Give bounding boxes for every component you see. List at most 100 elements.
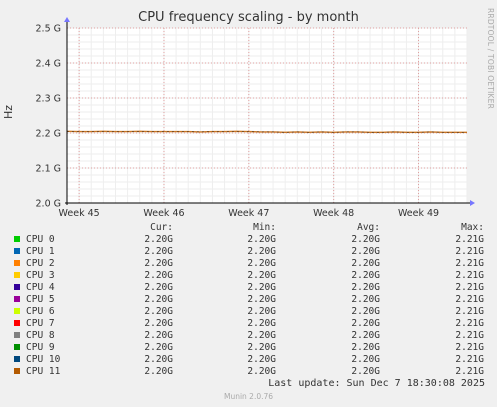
legend-min: 2.20G <box>247 366 276 377</box>
legend-cur: 2.20G <box>144 270 173 281</box>
legend-header-avg: Avg: <box>357 222 380 233</box>
legend-min: 2.20G <box>247 246 276 257</box>
legend-max: 2.21G <box>455 294 484 305</box>
legend-row: CPU 7 2.20G 2.20G 2.20G 2.21G <box>0 318 497 330</box>
y-axis-arrow <box>64 17 70 22</box>
plot-background <box>67 28 467 203</box>
legend-swatch <box>14 332 20 338</box>
legend-row: CPU 3 2.20G 2.20G 2.20G 2.21G <box>0 270 497 282</box>
legend-avg: 2.20G <box>351 294 380 305</box>
legend-min: 2.20G <box>247 294 276 305</box>
x-axis-arrow <box>470 200 475 206</box>
legend-cur: 2.20G <box>144 282 173 293</box>
legend-swatch <box>14 296 20 302</box>
legend-min: 2.20G <box>247 342 276 353</box>
munin-version: Munin 2.0.76 <box>223 392 274 401</box>
y-axis: 2.5 G 2.4 G 2.3 G 2.2 G 2.1 G 2.0 G <box>36 24 62 210</box>
legend-swatch <box>14 308 20 314</box>
x-tick-label: Week 47 <box>228 208 269 219</box>
legend-max: 2.21G <box>455 306 484 317</box>
legend-name: CPU 10 <box>26 354 61 365</box>
legend-cur: 2.20G <box>144 294 173 305</box>
legend-max: 2.21G <box>455 282 484 293</box>
x-tick-label: Week 49 <box>398 208 439 219</box>
y-tick-label: 2.3 G <box>36 94 62 105</box>
legend-name: CPU 11 <box>26 366 61 377</box>
legend-header: Cur: Min: Avg: Max: <box>0 222 497 234</box>
legend-cur: 2.20G <box>144 366 173 377</box>
legend-max: 2.21G <box>455 354 484 365</box>
legend-row: CPU 8 2.20G 2.20G 2.20G 2.21G <box>0 330 497 342</box>
legend-cur: 2.20G <box>144 342 173 353</box>
legend-name: CPU 2 <box>26 258 55 269</box>
legend-avg: 2.20G <box>351 342 380 353</box>
legend-swatch <box>14 356 20 362</box>
legend-row: CPU 0 2.20G 2.20G 2.20G 2.21G <box>0 234 497 246</box>
legend-max: 2.21G <box>455 234 484 245</box>
legend-name: CPU 3 <box>26 270 55 281</box>
legend-avg: 2.20G <box>351 234 380 245</box>
legend-avg: 2.20G <box>351 246 380 257</box>
series <box>66 130 467 134</box>
legend-avg: 2.20G <box>351 354 380 365</box>
rrdtool-credit: RRDTOOL / TOBI OETIKER <box>486 8 495 109</box>
legend-rows: CPU 0 2.20G 2.20G 2.20G 2.21G CPU 1 2.20G 2.20G… <box>0 234 497 378</box>
series-line-overlay <box>66 131 467 133</box>
legend-avg: 2.20G <box>351 366 380 377</box>
legend-row: CPU 1 2.20G 2.20G 2.20G 2.21G <box>0 246 497 258</box>
legend-name: CPU 8 <box>26 330 55 341</box>
x-tick-label: Week 48 <box>313 208 354 219</box>
legend-name: CPU 1 <box>26 246 55 257</box>
legend-avg: 2.20G <box>351 330 380 341</box>
legend-swatch <box>14 368 20 374</box>
legend-avg: 2.20G <box>351 270 380 281</box>
legend-cur: 2.20G <box>144 330 173 341</box>
legend-name: CPU 5 <box>26 294 55 305</box>
legend-header-cur: Cur: <box>150 222 173 233</box>
legend-min: 2.20G <box>247 318 276 329</box>
legend-row: CPU 9 2.20G 2.20G 2.20G 2.21G <box>0 342 497 354</box>
legend-min: 2.20G <box>247 330 276 341</box>
legend-swatch <box>14 284 20 290</box>
legend-name: CPU 0 <box>26 234 55 245</box>
legend-avg: 2.20G <box>351 318 380 329</box>
legend-swatch <box>14 320 20 326</box>
legend-cur: 2.20G <box>144 354 173 365</box>
legend-max: 2.21G <box>455 246 484 257</box>
legend-swatch <box>14 260 20 266</box>
legend-cur: 2.20G <box>144 234 173 245</box>
last-update: Last update: Sun Dec 7 18:30:08 2025 <box>268 378 485 389</box>
chart-plot: 2.5 G2.4 G2.3 G2.2 G2.1 G2.0 G Week 45 We… <box>36 17 475 219</box>
y-tick-label: 2.5 G <box>36 24 62 35</box>
x-axis: Week 45 Week 46 Week 47 Week 48 Week 49 <box>59 208 440 219</box>
legend-header-max: Max: <box>461 222 484 233</box>
legend-max: 2.21G <box>455 270 484 281</box>
legend-max: 2.21G <box>455 318 484 329</box>
legend-name: CPU 9 <box>26 342 55 353</box>
x-tick-label: Week 45 <box>59 208 100 219</box>
legend-row: CPU 10 2.20G 2.20G 2.20G 2.21G <box>0 354 497 366</box>
legend-max: 2.21G <box>455 330 484 341</box>
legend-cur: 2.20G <box>144 318 173 329</box>
legend-max: 2.21G <box>455 342 484 353</box>
x-tick-label: Week 46 <box>143 208 184 219</box>
legend-row: CPU 6 2.20G 2.20G 2.20G 2.21G <box>0 306 497 318</box>
legend-name: CPU 6 <box>26 306 55 317</box>
legend-min: 2.20G <box>247 282 276 293</box>
legend-swatch <box>14 236 20 242</box>
legend-row: CPU 4 2.20G 2.20G 2.20G 2.21G <box>0 282 497 294</box>
y-tick-label: 2.0 G <box>36 199 62 210</box>
y-tick-label: 2.1 G <box>36 164 62 175</box>
legend-min: 2.20G <box>247 234 276 245</box>
legend-min: 2.20G <box>247 258 276 269</box>
legend-min: 2.20G <box>247 306 276 317</box>
legend-swatch <box>14 248 20 254</box>
legend-cur: 2.20G <box>144 258 173 269</box>
legend-name: CPU 4 <box>26 282 55 293</box>
legend-row: CPU 2 2.20G 2.20G 2.20G 2.21G <box>0 258 497 270</box>
legend-name: CPU 7 <box>26 318 55 329</box>
grid <box>66 27 468 204</box>
chart-title: CPU frequency scaling - by month <box>138 10 359 25</box>
legend-row: CPU 5 2.20G 2.20G 2.20G 2.21G <box>0 294 497 306</box>
